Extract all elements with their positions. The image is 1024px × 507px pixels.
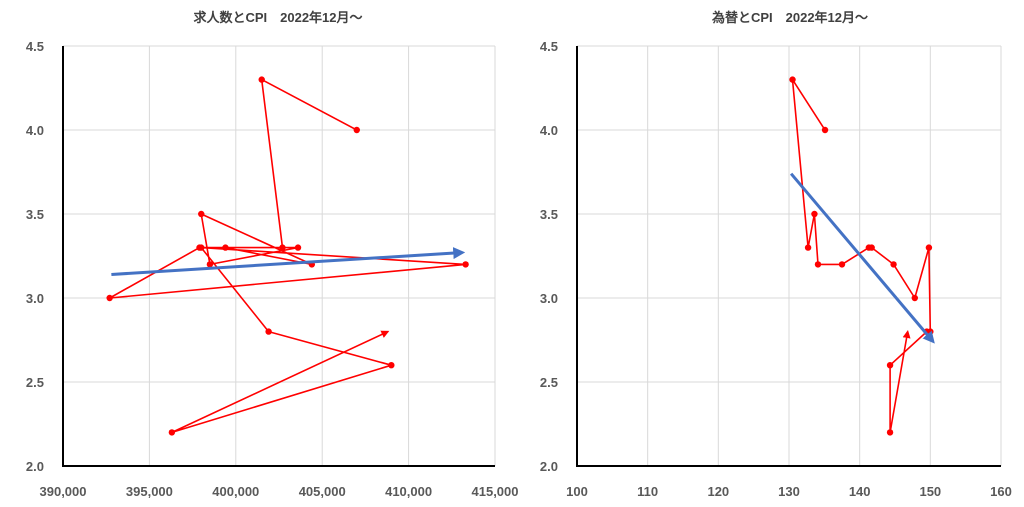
data-point xyxy=(168,429,176,436)
tick-labels: 2.0 2.5 3.0 3.5 4.0 4.5 390,000 395,000 400,000 4… xyxy=(26,39,519,499)
data-point xyxy=(279,244,286,251)
data-point xyxy=(265,328,272,335)
y-tick-label: 3.5 xyxy=(540,207,558,222)
axes xyxy=(576,46,1001,467)
trend-arrow xyxy=(111,247,466,276)
series-line xyxy=(791,78,932,434)
data-point xyxy=(222,244,229,251)
y-tick-label: 3.5 xyxy=(26,207,44,222)
data-point xyxy=(821,126,829,134)
x-tick-label: 415,000 xyxy=(472,484,519,499)
x-tick-label: 390,000 xyxy=(40,484,87,499)
data-point xyxy=(462,261,469,268)
y-tick-label: 2.0 xyxy=(540,459,558,474)
x-tick-label: 140 xyxy=(849,484,871,499)
y-tick-label: 2.5 xyxy=(26,375,44,390)
grid xyxy=(577,45,1002,466)
trend-arrow xyxy=(789,172,935,344)
trend-line xyxy=(111,247,466,276)
data-point xyxy=(814,261,822,268)
data-point xyxy=(294,244,302,251)
data-point xyxy=(106,294,113,302)
chart-title: 為替とCPI 2022年12月～ xyxy=(712,10,868,25)
data-point xyxy=(886,362,894,369)
data-point xyxy=(838,261,846,268)
y-tick-label: 2.0 xyxy=(26,459,44,474)
y-tick-label: 3.0 xyxy=(540,291,558,306)
x-tick-label: 400,000 xyxy=(212,484,259,499)
data-point xyxy=(890,261,897,268)
x-tick-label: 120 xyxy=(707,484,729,499)
trend-line xyxy=(789,172,935,344)
y-tick-label: 2.5 xyxy=(540,375,558,390)
x-tick-label: 395,000 xyxy=(126,484,173,499)
x-tick-label: 110 xyxy=(637,484,658,499)
tick-labels: 2.0 2.5 3.0 3.5 4.0 4.5 100 110 120 130 140 150 160 xyxy=(540,39,1012,499)
data-point xyxy=(258,76,265,83)
y-tick-label: 4.0 xyxy=(26,123,44,138)
data-point xyxy=(886,429,894,436)
data-point xyxy=(388,362,395,369)
series-line xyxy=(108,78,467,434)
data-point xyxy=(789,76,796,83)
data-point xyxy=(925,244,933,251)
x-tick-label: 130 xyxy=(778,484,800,499)
axes xyxy=(62,46,495,467)
data-point xyxy=(206,261,214,268)
data-point xyxy=(804,244,812,251)
series-0 xyxy=(106,76,469,436)
x-tick-label: 405,000 xyxy=(299,484,346,499)
y-tick-label: 4.5 xyxy=(26,39,44,54)
y-tick-label: 4.0 xyxy=(540,123,558,138)
x-tick-label: 150 xyxy=(919,484,941,499)
x-tick-label: 160 xyxy=(990,484,1012,499)
data-point xyxy=(911,294,918,302)
data-point xyxy=(198,210,205,218)
chart-left: 求人数とCPI 2022年12月～ 2.0 2.5 3.0 3.5 4.0 4.5 390,… xyxy=(26,10,519,499)
data-point xyxy=(198,244,205,251)
x-tick-label: 100 xyxy=(566,484,588,499)
data-point xyxy=(353,126,360,134)
data-point xyxy=(811,210,818,218)
y-tick-label: 3.0 xyxy=(26,291,44,306)
data-point xyxy=(868,244,875,251)
x-tick-label: 410,000 xyxy=(385,484,432,499)
chart-right: 為替とCPI 2022年12月～ 2.0 2.5 3.0 3.5 4.0 4.5 100 11… xyxy=(540,10,1012,499)
chart-title: 求人数とCPI 2022年12月～ xyxy=(193,10,362,25)
y-tick-label: 4.5 xyxy=(540,39,558,54)
